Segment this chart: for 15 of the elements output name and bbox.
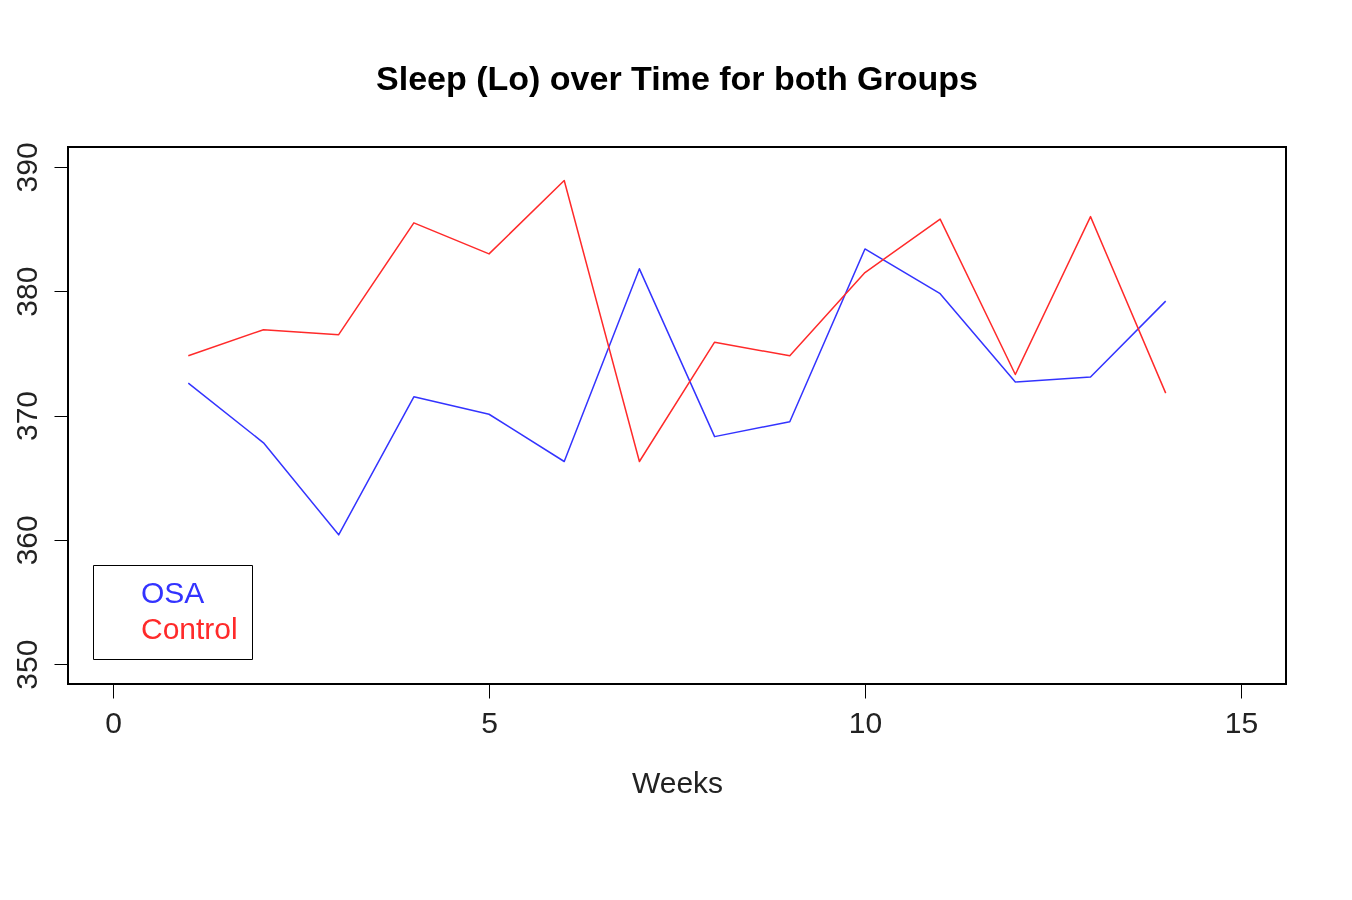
x-axis-title: Weeks <box>631 765 724 799</box>
x-tick-label: 10 <box>848 705 883 739</box>
x-tick-label: 0 <box>105 705 122 739</box>
line-series <box>187 179 1167 463</box>
y-tick-label: 370 <box>9 390 43 442</box>
text: OSA <box>141 576 205 609</box>
y-tick-label: 380 <box>9 266 43 317</box>
y-tick-label: 360 <box>9 515 43 566</box>
y-tick-label: 390 <box>9 142 43 193</box>
chart-title: Sleep (Lo) over Time for both Groups <box>376 58 978 97</box>
line-series <box>187 248 1167 536</box>
text: Control <box>141 612 238 645</box>
x-tick-label: 5 <box>481 705 498 739</box>
x-tick-label: 15 <box>1224 705 1259 739</box>
y-tick-label: 350 <box>9 639 43 690</box>
